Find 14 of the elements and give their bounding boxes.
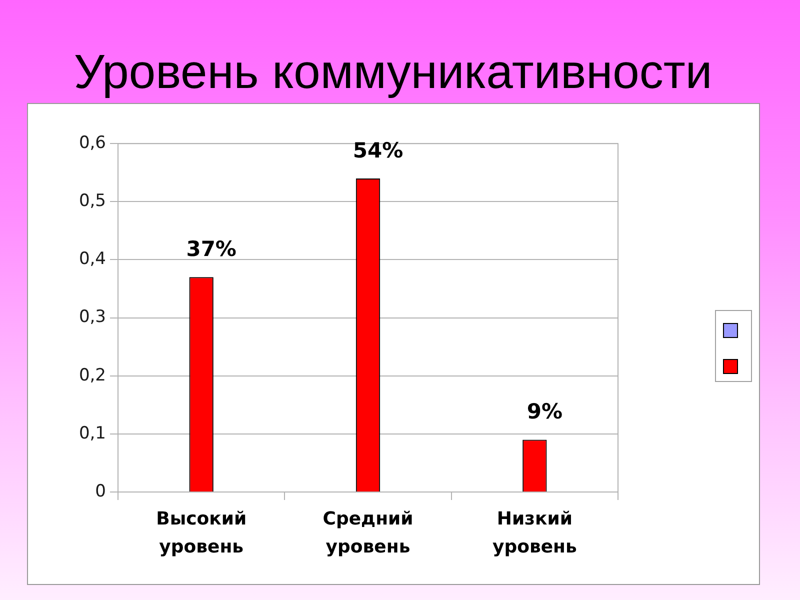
y-tick-label: 0,5	[78, 191, 106, 212]
x-tick-label: Средний уровень	[322, 508, 414, 558]
x-tick-label: Высокий уровень	[156, 508, 247, 558]
y-tick-label: 0	[95, 481, 106, 502]
y-tick-label: 0,2	[78, 365, 106, 386]
data-label: 37%	[186, 237, 236, 262]
data-label: 9%	[526, 400, 562, 424]
y-tick-label: 0,1	[78, 423, 106, 444]
chart-title: Уровень коммуникативности	[74, 46, 712, 100]
data-label: 54%	[352, 138, 404, 162]
y-tick-label: 0,6	[78, 133, 106, 154]
y-tick-label: 0,3	[78, 307, 106, 328]
y-tick-label: 0,4	[78, 249, 106, 270]
x-tick-label: Низкий уровень	[492, 508, 577, 558]
